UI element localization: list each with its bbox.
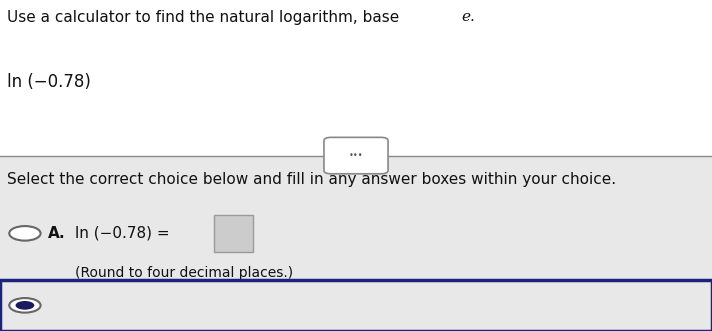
Text: •••: •••	[349, 151, 363, 160]
Text: Select the correct choice below and fill in any answer boxes within your choice.: Select the correct choice below and fill…	[7, 172, 617, 187]
Text: ln (−0.78): ln (−0.78)	[7, 73, 91, 91]
Circle shape	[9, 226, 41, 241]
FancyBboxPatch shape	[0, 156, 712, 331]
FancyBboxPatch shape	[0, 280, 712, 331]
Circle shape	[9, 298, 41, 312]
Text: (Round to four decimal places.): (Round to four decimal places.)	[75, 266, 293, 280]
Text: A.: A.	[48, 226, 66, 241]
Text: ln (−0.78) =: ln (−0.78) =	[75, 226, 169, 241]
Circle shape	[16, 301, 34, 310]
Text: The solution does not exist.: The solution does not exist.	[75, 298, 286, 313]
FancyBboxPatch shape	[214, 215, 253, 252]
Text: B.: B.	[48, 298, 66, 313]
Text: e.: e.	[461, 10, 475, 24]
FancyBboxPatch shape	[324, 137, 388, 174]
Text: Use a calculator to find the natural logarithm, base: Use a calculator to find the natural log…	[7, 10, 404, 25]
